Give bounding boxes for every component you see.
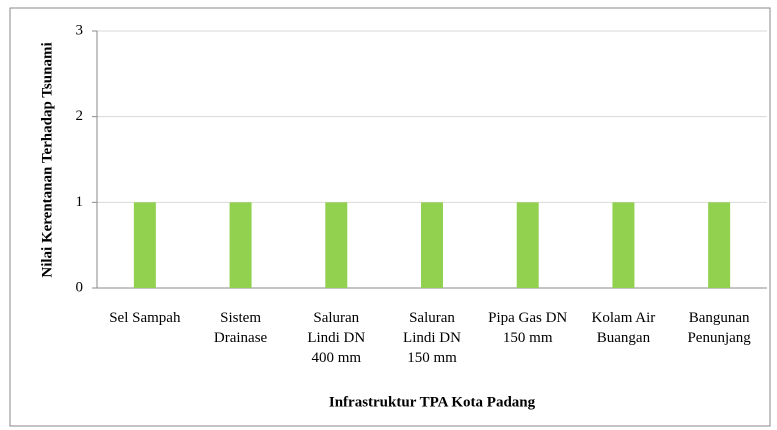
x-tick-label: Sel Sampah bbox=[109, 310, 181, 326]
bar bbox=[421, 202, 443, 288]
bar bbox=[612, 202, 635, 288]
x-tick-label: Pipa Gas DN 150 mm bbox=[488, 310, 568, 346]
x-tick-label: Bangunan Penunjang bbox=[687, 310, 751, 346]
bar bbox=[229, 202, 252, 288]
bar bbox=[516, 202, 539, 288]
y-tick-label: 3 bbox=[76, 22, 84, 38]
y-tick-label: 1 bbox=[76, 194, 84, 210]
y-axis-title: Nilai Kerentanan Terhadap Tsunami bbox=[39, 42, 55, 277]
x-tick-label: Sistem Drainase bbox=[213, 310, 268, 346]
x-axis-title: Infrastruktur TPA Kota Padang bbox=[329, 394, 536, 410]
chart-frame bbox=[9, 7, 771, 427]
y-tick-label: 0 bbox=[76, 279, 84, 295]
bar bbox=[325, 202, 348, 288]
x-tick-label: Saluran Lindi DN 150 mm bbox=[403, 310, 461, 366]
y-tick-label: 2 bbox=[76, 108, 84, 124]
bar bbox=[133, 202, 156, 288]
x-tick-label: Saluran Lindi DN 400 mm bbox=[307, 310, 366, 366]
x-tick-label: Kolam Air Buangan bbox=[591, 310, 656, 346]
bar bbox=[708, 202, 731, 288]
